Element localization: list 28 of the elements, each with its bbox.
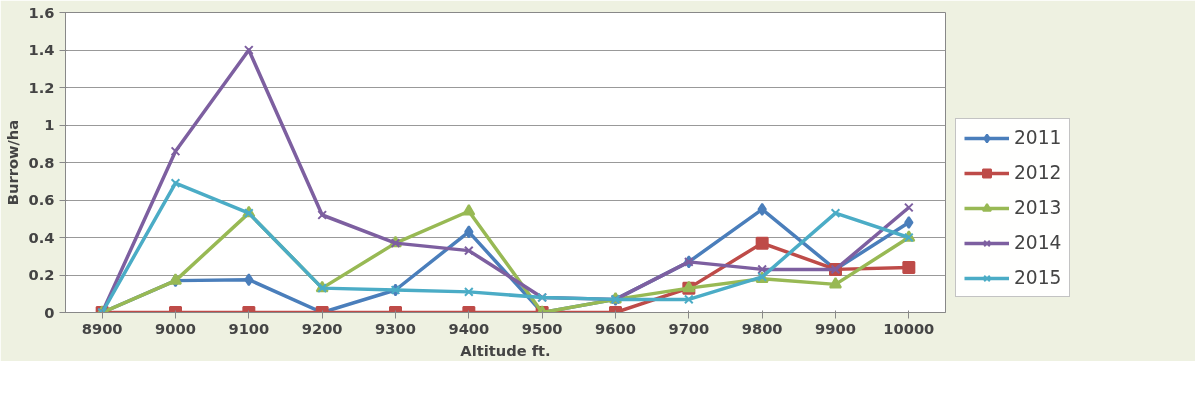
- y-tick-label: 0: [44, 303, 55, 321]
- x-tick-label: 9100: [228, 319, 270, 337]
- x-tick-label: 9400: [448, 319, 490, 337]
- x-tick-label: 9700: [668, 319, 710, 337]
- x-tick-label: 9200: [301, 319, 343, 337]
- legend-label: 2014: [1014, 232, 1062, 253]
- x-tick-label: 9800: [741, 319, 783, 337]
- y-tick-label: 1.4: [28, 41, 55, 58]
- y-tick-label: 1.6: [28, 3, 55, 21]
- legend-label: 2012: [1014, 162, 1062, 183]
- y-axis-title: Burrow/ha: [3, 119, 21, 206]
- y-tick-label: 0.6: [28, 191, 55, 208]
- x-tick-label: 9000: [155, 319, 196, 337]
- legend-label: 2013: [1014, 197, 1062, 218]
- y-tick-label: 0.2: [28, 266, 55, 283]
- x-tick-label: 10000: [883, 319, 935, 337]
- x-tick-label: 9600: [595, 319, 636, 337]
- legend-label: 2015: [1014, 267, 1062, 288]
- x-tick-label: 9500: [521, 319, 563, 337]
- legend-label: 2011: [1014, 127, 1062, 148]
- x-tick-label: 9900: [815, 319, 856, 337]
- y-tick-label: 0.4: [28, 228, 55, 246]
- y-tick-label: 1.2: [28, 78, 55, 96]
- x-tick-label: 8900: [81, 319, 123, 337]
- x-axis-title: Altitude ft.: [460, 341, 551, 359]
- y-tick-label: 0.8: [28, 153, 55, 171]
- y-tick-label: 1: [44, 116, 55, 133]
- x-tick-label: 9300: [375, 319, 416, 337]
